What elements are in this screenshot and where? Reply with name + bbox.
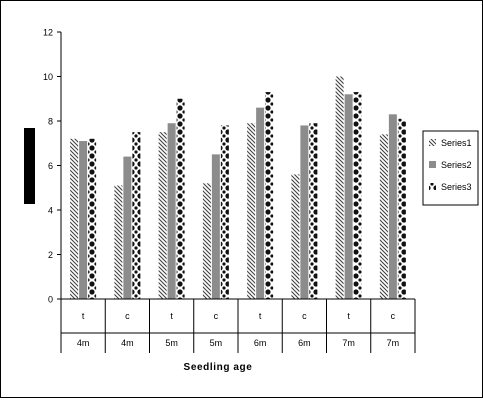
left-marker-bar [24, 128, 35, 204]
x-tick-label-treatment: c [302, 311, 307, 321]
y-tick-label: 12 [43, 28, 53, 38]
bar-series1-t-5m [158, 132, 167, 299]
x-tick-label-age: 7m [342, 338, 355, 348]
y-tick-label: 2 [48, 250, 53, 260]
y-tick-label: 0 [48, 295, 53, 305]
x-axis-title: Seedling age [184, 362, 253, 373]
x-tick-label-treatment: t [82, 311, 85, 321]
bar-series3-t-7m [353, 92, 362, 299]
bar-series1-c-7m [379, 134, 388, 299]
bar-series1-c-4m [114, 185, 123, 299]
bar-series2-c-4m [123, 156, 132, 299]
bar-series3-c-7m [397, 118, 406, 300]
x-tick-label-age: 4m [77, 338, 90, 348]
legend-label-series3: Series3 [441, 182, 472, 192]
bar-series3-c-4m [132, 132, 141, 299]
y-axis: 0 2 4 6 8 10 12 [43, 28, 62, 305]
x-tick-label-treatment: t [347, 311, 350, 321]
bar-series1-c-5m [202, 183, 211, 299]
x-tick-label-age: 6m [254, 338, 267, 348]
x-tick-label-treatment: t [170, 311, 173, 321]
legend-label-series1: Series1 [441, 138, 472, 148]
bar-series2-c-5m [211, 154, 220, 299]
bar-series2-t-7m [344, 94, 353, 299]
y-tick-label: 4 [48, 206, 53, 216]
y-tick-label: 8 [48, 117, 53, 127]
x-tick-label-age: 6m [298, 338, 311, 348]
y-tick-label: 10 [43, 72, 53, 82]
bar-series2-t-4m [79, 141, 88, 299]
bar-series1-c-6m [291, 174, 300, 299]
bar-series2-t-6m [256, 107, 265, 300]
legend-label-series2: Series2 [441, 160, 472, 170]
bar-series2-c-7m [388, 114, 397, 299]
x-tick-label-treatment: c [125, 311, 130, 321]
bar-series1-t-7m [335, 76, 344, 299]
x-tick-label-age: 4m [121, 338, 134, 348]
legend: Series1 Series2 Series3 [422, 130, 479, 206]
x-axis: t 4m c 4m t 5m c 5m t 6m c 6m t 7m c 7m [60, 298, 416, 353]
legend-swatch-series2 [429, 161, 436, 168]
bar-series2-c-6m [300, 125, 309, 299]
legend-swatch-series1 [429, 139, 436, 146]
x-tick-label-age: 5m [165, 338, 178, 348]
x-tick-label-treatment: c [214, 311, 219, 321]
bar-series3-t-4m [88, 138, 97, 299]
bar-series2-t-5m [167, 123, 176, 299]
bar-series3-c-6m [309, 123, 318, 299]
bar-marks [70, 76, 406, 300]
legend-swatch-series3 [429, 183, 436, 190]
x-tick-label-treatment: c [391, 311, 396, 321]
x-tick-label-treatment: t [259, 311, 262, 321]
bar-series1-t-6m [247, 123, 256, 299]
x-tick-label-age: 7m [387, 338, 400, 348]
bar-series3-c-5m [220, 125, 229, 299]
bar-series3-t-5m [176, 98, 185, 299]
bar-series1-t-4m [70, 138, 79, 299]
bar-series3-t-6m [265, 92, 274, 299]
x-tick-label-age: 5m [210, 338, 223, 348]
y-tick-label: 6 [48, 161, 53, 171]
